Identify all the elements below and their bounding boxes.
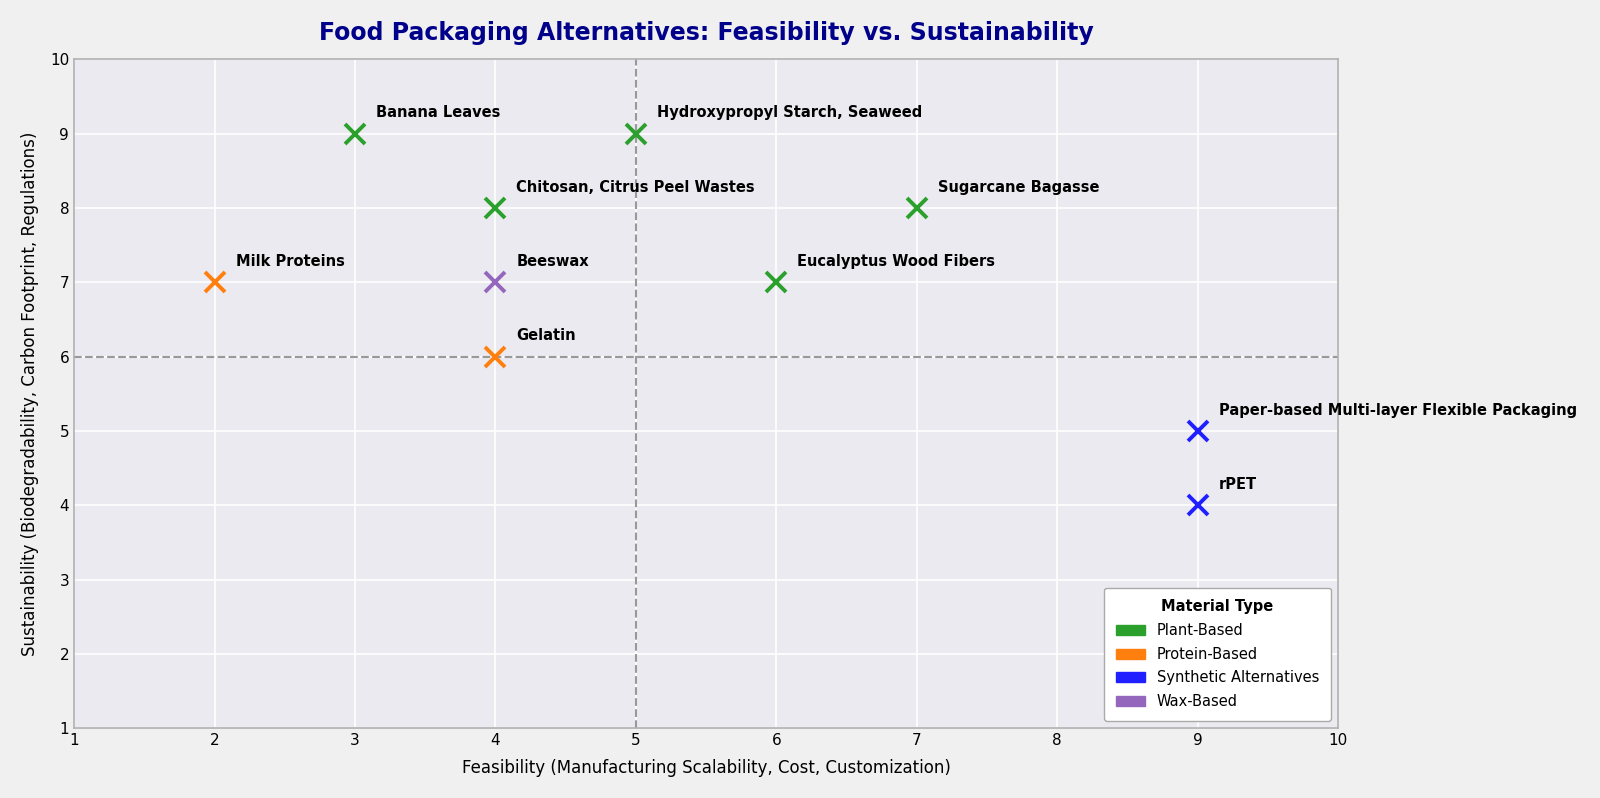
Legend: Plant-Based, Protein-Based, Synthetic Alternatives, Wax-Based: Plant-Based, Protein-Based, Synthetic Al…: [1104, 587, 1331, 721]
Text: Chitosan, Citrus Peel Wastes: Chitosan, Citrus Peel Wastes: [517, 180, 755, 195]
Text: rPET: rPET: [1219, 477, 1258, 492]
Text: Gelatin: Gelatin: [517, 328, 576, 343]
Title: Food Packaging Alternatives: Feasibility vs. Sustainability: Food Packaging Alternatives: Feasibility…: [318, 21, 1093, 45]
Text: Beeswax: Beeswax: [517, 254, 589, 269]
Text: Milk Proteins: Milk Proteins: [235, 254, 344, 269]
X-axis label: Feasibility (Manufacturing Scalability, Cost, Customization): Feasibility (Manufacturing Scalability, …: [462, 759, 950, 777]
Text: Sugarcane Bagasse: Sugarcane Bagasse: [938, 180, 1099, 195]
Text: Paper-based Multi-layer Flexible Packaging: Paper-based Multi-layer Flexible Packagi…: [1219, 402, 1578, 417]
Y-axis label: Sustainability (Biodegradability, Carbon Footprint, Regulations): Sustainability (Biodegradability, Carbon…: [21, 132, 38, 656]
Text: Banana Leaves: Banana Leaves: [376, 105, 501, 120]
Text: Eucalyptus Wood Fibers: Eucalyptus Wood Fibers: [797, 254, 995, 269]
Text: Hydroxypropyl Starch, Seaweed: Hydroxypropyl Starch, Seaweed: [658, 105, 922, 120]
